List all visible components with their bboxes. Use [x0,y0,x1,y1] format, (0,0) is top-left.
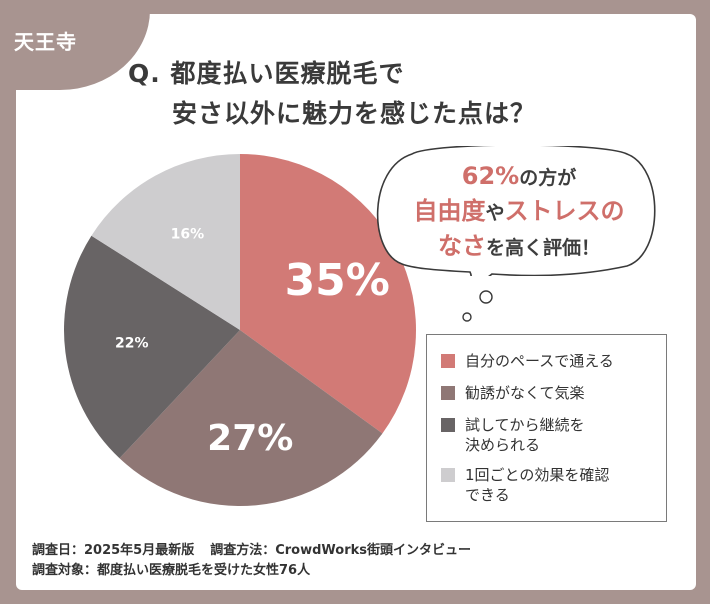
area-label: 天王寺 [14,30,77,54]
callout-percent: 62% [461,162,520,190]
callout-line-2: 自由度やストレスの [374,195,664,230]
callout-highlight-3: なさ [437,232,486,260]
callout-line-3: なさを高く評価！ [374,230,664,265]
survey-footer: 調査日：2025年5月最新版 調査方法：CrowdWorks街頭インタビュー 調査… [32,541,471,581]
question-line-1: Q. 都度払い医療脱毛で [128,59,405,88]
pie-data-label: 35% [285,255,390,306]
chart-legend: 自分のペースで通える 勧誘がなくて気楽 試してから継続を 決められる 1回ごとの… [426,334,667,522]
legend-label-cont: 決められる [465,436,541,454]
legend-item: 勧誘がなくて気楽 [441,383,653,403]
question-title: Q. 都度払い医療脱毛で 安さ以外に魅力を感じた点は？ [128,54,688,134]
legend-swatch [441,386,455,400]
footer-row-1: 調査日：2025年5月最新版 調査方法：CrowdWorks街頭インタビュー [32,541,471,561]
callout-highlight-2: ストレスの [504,197,625,225]
legend-item: 試してから継続を 決められる [441,415,653,455]
legend-label: 試してから継続を [465,416,585,434]
callout-part-1: の方が [519,167,577,189]
survey-subject: 調査対象：都度払い医療脱毛を受けた女性76人 [32,563,311,578]
callout-line-1: 62%の方が [374,160,664,195]
legend-swatch [441,354,455,368]
legend-swatch [441,468,455,482]
legend-label: 勧誘がなくて気楽 [465,384,585,402]
pie-data-label: 16% [171,226,205,242]
legend-label: 自分のペースで通える [465,352,614,370]
legend-swatch [441,418,455,432]
pie-slice [119,330,383,506]
pie-slice [91,154,240,330]
survey-date: 調査日：2025年5月最新版 [32,543,195,558]
pie-slice [240,154,416,434]
legend-item: 1回ごとの効果を確認 できる [441,465,653,505]
legend-item: 自分のペースで通える [441,351,653,371]
survey-method: 調査方法：CrowdWorks街頭インタビュー [210,543,472,558]
speech-bubble [376,146,656,276]
pie-chart: 35% 27% 22% 16% [63,154,416,506]
callout-text: 62%の方が 自由度やストレスの なさを高く評価！ [374,160,664,265]
legend-label-cont: できる [465,486,510,504]
question-line-2: 安さ以外に魅力を感じた点は？ [172,99,537,128]
thought-dots [462,290,493,322]
callout-highlight-1: 自由度 [413,197,486,225]
callout-part-2: や [485,202,505,224]
pie-data-label: 22% [115,336,149,352]
callout-part-3: を高く評価！ [485,237,600,259]
legend-label: 1回ごとの効果を確認 [465,466,610,484]
pie-slice [63,235,240,459]
pie-data-label: 27% [207,418,293,459]
